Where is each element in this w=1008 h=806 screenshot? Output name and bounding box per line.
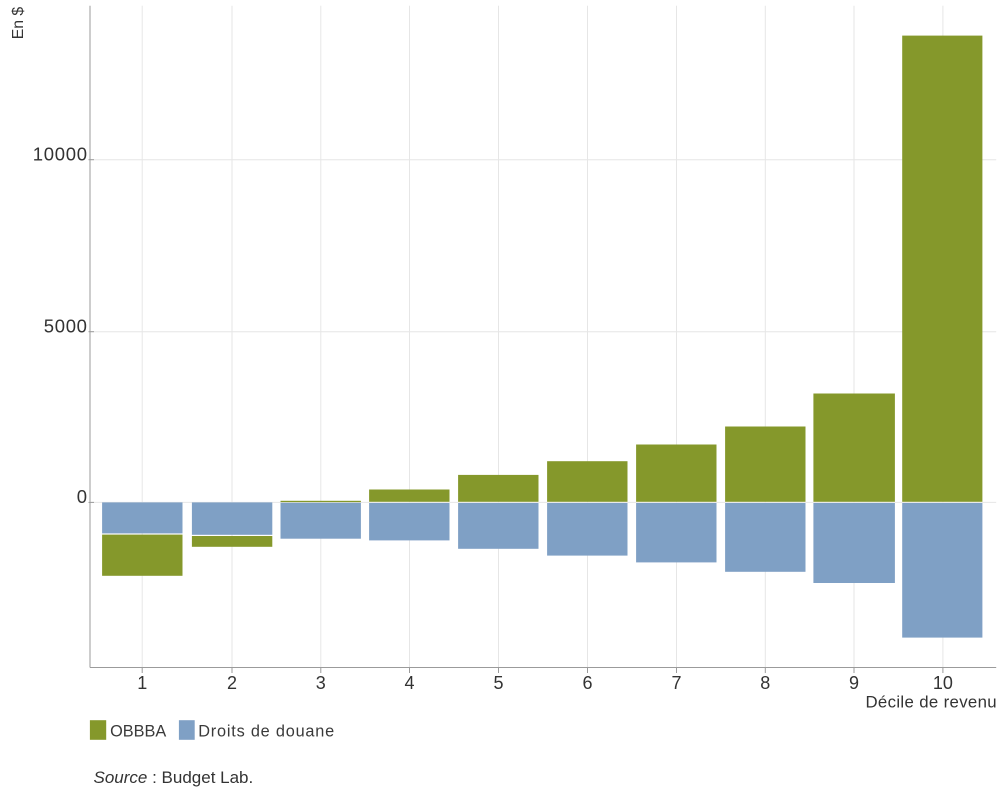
svg-text:En $: En $ (10, 7, 27, 40)
svg-text:5000: 5000 (44, 315, 88, 336)
svg-text:5: 5 (493, 673, 503, 693)
svg-text:2: 2 (227, 673, 237, 693)
svg-text:9: 9 (849, 673, 859, 693)
svg-text:7: 7 (671, 673, 681, 693)
svg-text:4: 4 (404, 673, 414, 693)
svg-text:1: 1 (137, 673, 147, 693)
svg-text:10: 10 (933, 673, 953, 693)
svg-text:Décile de revenu: Décile de revenu (865, 693, 997, 712)
svg-text:6: 6 (582, 673, 592, 693)
svg-text:Source : Budget Lab.: Source : Budget Lab. (94, 768, 254, 787)
svg-text:Droits de douane: Droits de douane (198, 722, 335, 740)
svg-text:10000: 10000 (33, 143, 88, 164)
svg-text:OBBBA: OBBBA (110, 722, 166, 740)
svg-text:8: 8 (760, 673, 770, 693)
svg-text:0: 0 (77, 486, 88, 507)
svg-text:3: 3 (316, 673, 326, 693)
